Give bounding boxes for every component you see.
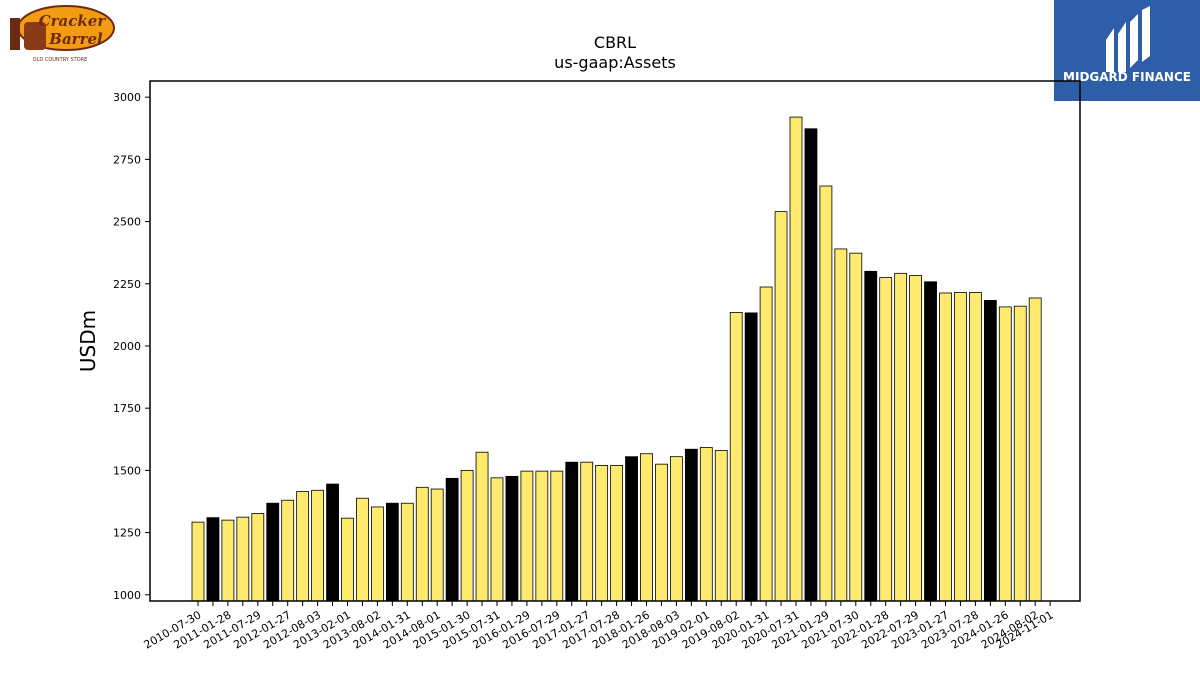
logo-text-barrel: Barrel: [48, 30, 103, 48]
bar-2011-04-29: [236, 516, 250, 602]
chart-title: CBRL: [594, 33, 636, 52]
midgard-finance-logo: MIDGARD FINANCE: [1054, 0, 1200, 101]
y-tick-label-2750: 2750: [113, 153, 141, 166]
bar-2017-10-27: [625, 456, 638, 602]
y-tick-label-2000: 2000: [113, 340, 141, 353]
bar-2017-04-28: [595, 464, 609, 602]
y-tick-label-1750: 1750: [113, 402, 141, 415]
bar-2013-02-01: [341, 517, 354, 602]
bar-2021-04-30: [834, 248, 848, 602]
bar-2019-02-01: [699, 447, 713, 602]
bar-2014-08-01: [430, 488, 444, 602]
bar-2021-01-29: [819, 185, 833, 602]
bar-2020-01-31: [759, 286, 773, 602]
bar-2020-10-30: [804, 128, 818, 602]
bar-2010-07-30: [191, 521, 205, 602]
bar-2024-04-26: [1013, 305, 1027, 602]
bar-2023-10-27: [983, 300, 997, 602]
y-axis-label: USDm: [76, 310, 100, 372]
bar-2017-01-27: [580, 461, 594, 602]
bar-2016-01-29: [520, 470, 534, 602]
y-tick-label-1000: 1000: [113, 589, 141, 602]
bar-2023-07-28: [969, 292, 982, 602]
bar-2012-01-27: [281, 499, 295, 602]
bar-2011-10-28: [266, 502, 280, 602]
bar-2016-04-29: [535, 470, 549, 602]
bar-2017-07-28: [610, 464, 623, 602]
y-tick-label-2250: 2250: [113, 278, 141, 291]
bar-2018-08-03: [670, 456, 683, 602]
bar-2013-05-03: [356, 497, 369, 602]
bar-2016-10-28: [565, 461, 579, 602]
bar-2015-05-01: [475, 451, 489, 602]
bar-2011-01-28: [221, 519, 235, 602]
y-ticks-group: 1000 1250 1500 1750 2000 2250 2500 2750 3000: [113, 91, 150, 602]
bar-2012-08-03: [311, 489, 325, 602]
bar-2015-01-30: [460, 469, 474, 602]
bar-2019-05-03: [714, 450, 728, 602]
bar-2015-10-30: [505, 475, 519, 602]
bar-2014-05-02: [415, 486, 429, 602]
bar-2022-04-29: [894, 272, 908, 602]
y-tick-label-1250: 1250: [113, 527, 141, 540]
bar-2022-07-29: [909, 275, 922, 602]
bar-2024-08-02: [1028, 297, 1042, 602]
bar-2011-07-29: [251, 513, 265, 602]
bar-2016-07-29: [550, 470, 564, 602]
y-tick-label-2500: 2500: [113, 216, 141, 229]
bar-2019-08-02: [729, 311, 743, 602]
bar-2012-04-27: [296, 491, 310, 602]
chart-subtitle: us-gaap:Assets: [554, 53, 676, 72]
bar-2022-10-28: [924, 281, 937, 602]
bar-2023-01-27: [939, 292, 952, 602]
bar-2013-11-01: [385, 502, 399, 602]
bar-2021-10-29: [864, 270, 878, 602]
bar-2021-07-30: [849, 252, 863, 602]
bar-2023-04-28: [954, 292, 967, 602]
bars-group: [191, 116, 1042, 602]
bar-2014-01-31: [400, 502, 414, 602]
bar-2022-01-28: [879, 277, 893, 602]
bar-2018-11-02: [684, 448, 698, 602]
bar-2010-10-29: [206, 517, 220, 602]
cracker-barrel-logo: Cracker Barrel OLD COUNTRY STORE: [4, 4, 116, 64]
bar-2014-10-31: [445, 477, 459, 602]
y-tick-label-1500: 1500: [113, 464, 141, 477]
logo-text-cracker: Cracker: [39, 12, 107, 30]
y-tick-label-3000: 3000: [113, 91, 141, 104]
bar-2018-04-27: [655, 463, 668, 602]
plot-frame: [149, 80, 1081, 602]
x-ticks-group: 2010-07-302011-01-282011-07-292012-01-27…: [142, 601, 1056, 652]
logo-tagline: OLD COUNTRY STORE: [33, 57, 88, 63]
bar-2024-01-26: [998, 306, 1012, 602]
bar-2019-11-01: [744, 312, 758, 602]
bar-2018-01-26: [640, 453, 653, 602]
bar-2020-05-01: [774, 211, 788, 602]
bar-2020-07-31: [789, 116, 803, 602]
bar-2013-08-02: [370, 506, 384, 602]
bar-2015-07-31: [490, 477, 504, 602]
midgard-brand-text: MIDGARD FINANCE: [1063, 70, 1191, 84]
bar-2012-11-02: [326, 483, 339, 602]
